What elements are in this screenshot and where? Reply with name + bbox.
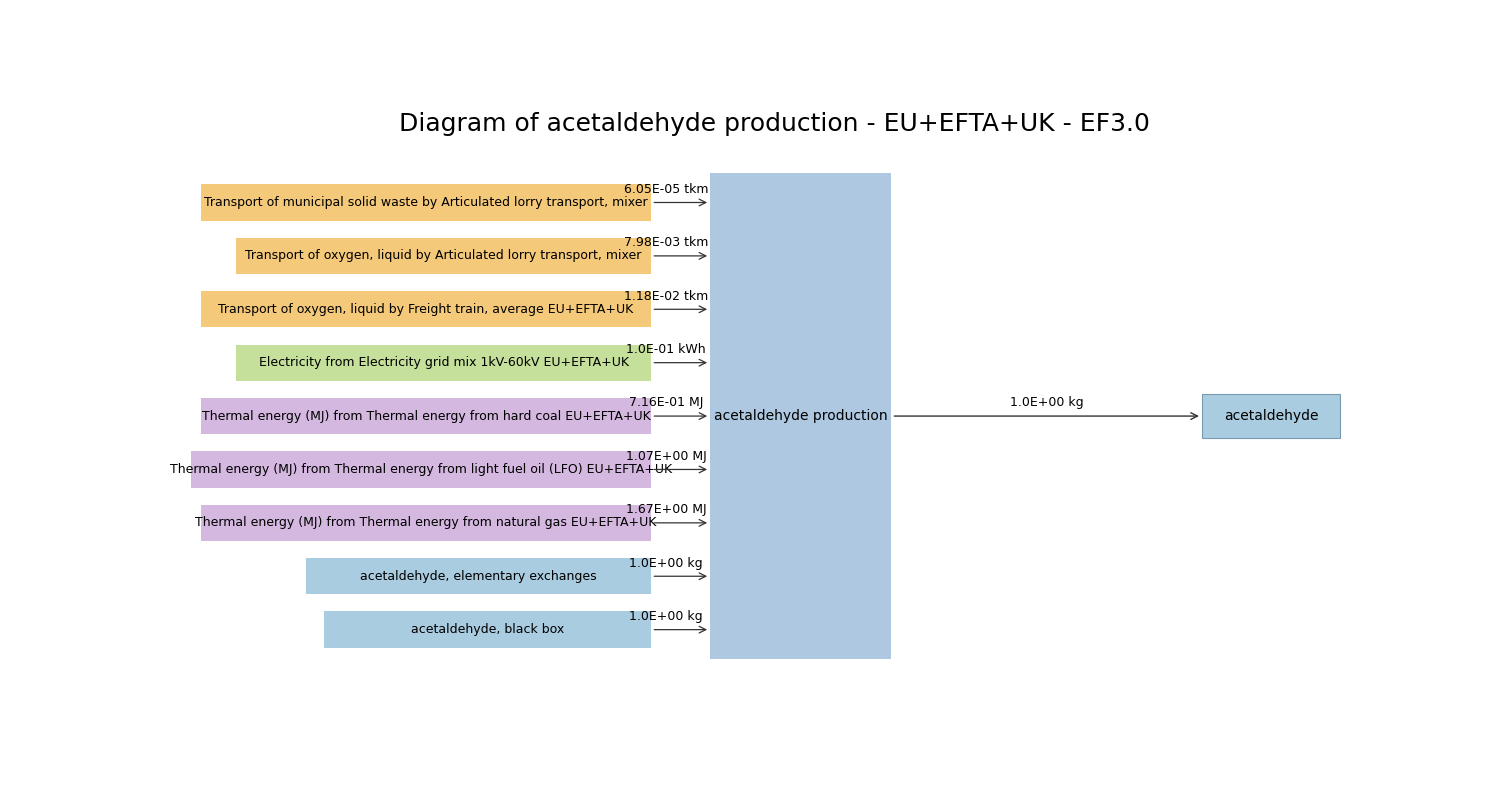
Text: 7.16E-01 MJ: 7.16E-01 MJ [629,396,703,410]
Text: 1.07E+00 MJ: 1.07E+00 MJ [626,450,707,463]
Text: Electricity from Electricity grid mix 1kV-60kV EU+EFTA+UK: Electricity from Electricity grid mix 1k… [258,356,629,369]
Bar [201,291,651,327]
Text: 1.67E+00 MJ: 1.67E+00 MJ [626,503,706,517]
Text: Transport of oxygen, liquid by Freight train, average EU+EFTA+UK: Transport of oxygen, liquid by Freight t… [219,303,633,316]
Bar [236,238,651,274]
Text: 1.0E-01 kWh: 1.0E-01 kWh [626,343,706,356]
Text: acetaldehyde production: acetaldehyde production [713,409,887,423]
Text: 1.0E+00 kg: 1.0E+00 kg [629,610,703,623]
Text: Thermal energy (MJ) from Thermal energy from hard coal EU+EFTA+UK: Thermal energy (MJ) from Thermal energy … [201,410,650,422]
Text: 1.0E+00 kg: 1.0E+00 kg [629,557,703,570]
Bar [192,451,651,487]
Text: 1.0E+00 kg: 1.0E+00 kg [1009,396,1083,410]
Text: Diagram of acetaldehyde production - EU+EFTA+UK - EF3.0: Diagram of acetaldehyde production - EU+… [399,112,1150,137]
Text: 6.05E-05 tkm: 6.05E-05 tkm [624,183,709,195]
Text: Thermal energy (MJ) from Thermal energy from natural gas EU+EFTA+UK: Thermal energy (MJ) from Thermal energy … [195,517,657,529]
Text: 1.18E-02 tkm: 1.18E-02 tkm [624,290,709,303]
Bar [201,184,651,221]
Text: Transport of municipal solid waste by Articulated lorry transport, mixer: Transport of municipal solid waste by Ar… [204,196,648,209]
Bar [305,558,651,594]
Bar [236,345,651,381]
Text: acetaldehyde: acetaldehyde [1224,409,1318,423]
Text: 7.98E-03 tkm: 7.98E-03 tkm [624,236,709,250]
Text: Thermal energy (MJ) from Thermal energy from light fuel oil (LFO) EU+EFTA+UK: Thermal energy (MJ) from Thermal energy … [171,463,672,476]
Bar [201,505,651,541]
Bar [710,173,891,659]
Text: acetaldehyde, black box: acetaldehyde, black box [411,623,564,636]
Text: acetaldehyde, elementary exchanges: acetaldehyde, elementary exchanges [361,570,597,582]
Text: Transport of oxygen, liquid by Articulated lorry transport, mixer: Transport of oxygen, liquid by Articulat… [245,250,642,262]
Bar [323,612,651,648]
Bar [1201,393,1340,439]
Bar [201,398,651,434]
